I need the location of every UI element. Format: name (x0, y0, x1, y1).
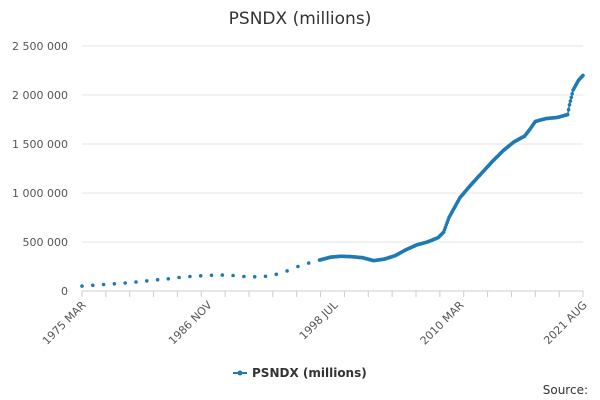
data-point (231, 273, 235, 278)
data-point (263, 274, 268, 279)
data-point (570, 92, 574, 96)
data-point (568, 99, 573, 103)
legend-label: PSNDX (millions) (252, 366, 367, 380)
data-point (209, 273, 214, 278)
y-tick-label: 0 (61, 285, 68, 298)
x-tick-label: 2010 MAR (418, 298, 467, 347)
data-point (252, 275, 257, 279)
x-tick-label: 2021 AUG (541, 299, 590, 348)
y-tick-label: 1 500 000 (12, 138, 68, 151)
data-point (566, 107, 571, 112)
series-psndx[interactable] (80, 73, 585, 288)
data-point (285, 269, 289, 273)
data-point (306, 261, 311, 265)
y-tick-label: 500 000 (23, 236, 69, 249)
y-tick-label: 1 000 000 (12, 187, 68, 200)
source-label: Source: (543, 383, 588, 397)
data-point (134, 280, 138, 284)
x-axis: 1975 MAR 1986 NOV 1998 JUL 2010 MAR 2021 AUG (40, 290, 590, 348)
data-point (198, 274, 203, 278)
data-point (274, 272, 279, 277)
data-point (155, 277, 160, 282)
data-point (145, 279, 149, 283)
legend[interactable]: PSNDX (millions) (233, 366, 367, 380)
data-point (581, 73, 585, 78)
data-point (112, 282, 117, 286)
data-point (101, 282, 106, 287)
chart-title: PSNDX (millions) (229, 9, 372, 29)
data-point (80, 284, 84, 288)
data-point (188, 274, 192, 279)
y-tick-label: 2 000 000 (12, 89, 68, 102)
data-point (220, 273, 225, 277)
data-point (166, 277, 171, 281)
data-point (123, 281, 127, 285)
legend-dot-marker (237, 370, 243, 376)
data-point (242, 274, 246, 279)
data-point (177, 275, 181, 280)
y-axis: 0 500 000 1 000 000 1 500 000 2 000 000 2 500… (12, 40, 68, 298)
data-point (91, 283, 95, 288)
series-line (321, 74, 584, 262)
x-tick-label: 1998 JUL (297, 298, 341, 342)
x-tick-label: 1986 NOV (166, 298, 215, 347)
data-point (296, 264, 300, 269)
data-point (565, 112, 570, 117)
data-point (567, 103, 572, 107)
x-tick-label: 1975 MAR (40, 298, 89, 347)
y-tick-label: 2 500 000 (12, 40, 68, 53)
grid-lines (82, 45, 583, 243)
data-point (569, 95, 574, 100)
